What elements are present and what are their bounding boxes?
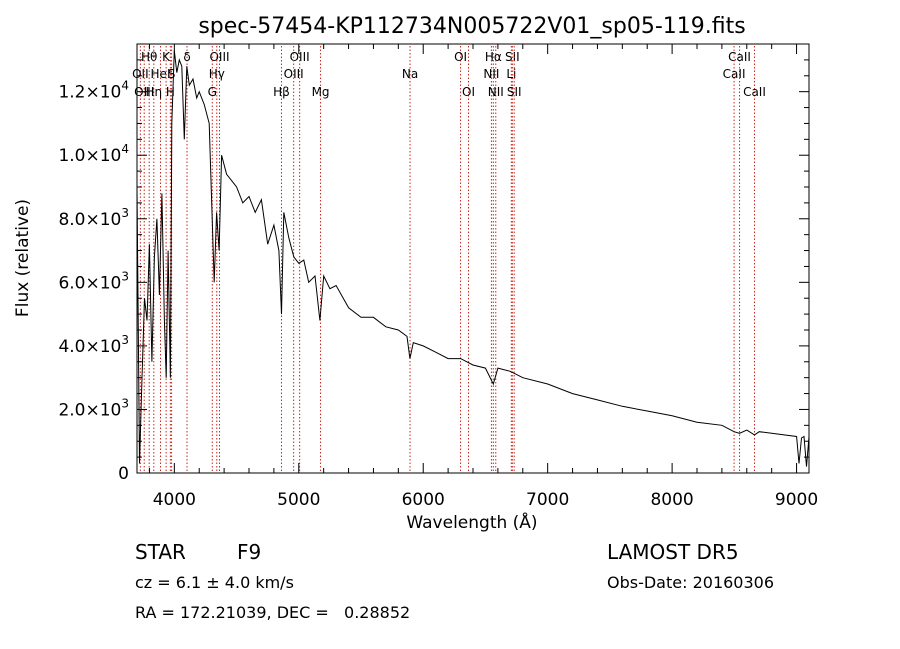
y-tick-mantissa: 0 <box>118 464 129 484</box>
y-tick-label: 2.0×103 <box>58 396 129 420</box>
y-tick-mantissa: 8.0×10 <box>58 210 121 230</box>
y-tick-exponent: 3 <box>121 269 129 283</box>
y-tick-label: 1.2×104 <box>58 79 129 103</box>
x-axis-label: Wavelength (Å) <box>406 511 537 533</box>
spectral-line-label: NII <box>483 67 499 81</box>
y-tick-label: 0 <box>118 464 129 484</box>
spectral-line-label: OI <box>454 50 467 64</box>
spectral-line-label: HeI <box>151 67 171 81</box>
y-tick-exponent: 4 <box>121 79 129 93</box>
spectral-line-label: Li <box>506 67 516 81</box>
y-tick-mantissa: 2.0×10 <box>58 400 121 420</box>
spectral-line-label: K <box>162 50 171 64</box>
spectral-line-label: Mg <box>312 85 330 99</box>
y-axis-label: Flux (relative) <box>13 199 33 317</box>
x-tick-label: 4000 <box>153 490 196 510</box>
spectral-line-label: S <box>168 67 176 81</box>
chart-title: spec-57454-KP112734N005722V01_sp05-119.f… <box>198 14 745 39</box>
spectral-line-label: OIII <box>290 50 310 64</box>
redshift-velocity: cz = 6.1 ± 4.0 km/s <box>135 573 294 592</box>
spectral-line-label: OIII <box>209 50 229 64</box>
y-axis-ticks: 02.0×1034.0×1036.0×1038.0×1031.0×1041.2×… <box>58 59 809 484</box>
y-tick-exponent: 3 <box>121 396 129 410</box>
y-tick-label: 1.0×104 <box>58 142 129 166</box>
plot-frame <box>136 43 810 474</box>
object-class: STAR <box>135 540 186 564</box>
spectral-line-label: Na <box>402 67 418 81</box>
spectral-line-label: Hβ <box>273 85 290 99</box>
x-tick-label: 6000 <box>402 490 445 510</box>
spectral-line-label: G <box>208 85 217 99</box>
spectral-line-label: OIII <box>284 67 304 81</box>
spectral-line-label: Hα <box>485 50 502 64</box>
spectrum-line <box>136 50 810 467</box>
x-tick-label: 9000 <box>775 490 818 510</box>
spectral-line-label: δ <box>183 50 190 64</box>
x-axis-ticks: 4000 5000 6000 7000 8000 9000 <box>148 44 818 510</box>
coordinates: RA = 172.21039, DEC = 0.28852 <box>135 603 411 622</box>
spectral-line-label: SII <box>507 85 522 99</box>
x-tick-label: 7000 <box>526 490 569 510</box>
spectral-line-label: CaII <box>743 85 766 99</box>
y-tick-mantissa: 4.0×10 <box>58 337 121 357</box>
y-tick-mantissa: 6.0×10 <box>58 273 121 293</box>
spectral-line-label: CaII <box>728 50 751 64</box>
y-tick-mantissa: 1.0×10 <box>58 146 121 166</box>
spectral-line-label: Hη <box>145 85 162 99</box>
y-tick-label: 4.0×103 <box>58 333 129 357</box>
y-tick-mantissa: 1.2×10 <box>58 83 121 103</box>
spectral-line-label: OI <box>462 85 475 99</box>
spectral-line-label: Hγ <box>209 67 225 81</box>
y-tick-exponent: 3 <box>121 333 129 347</box>
spectral-line-label: NII <box>488 85 504 99</box>
y-tick-label: 6.0×103 <box>58 269 129 293</box>
spectral-line-label: SII <box>505 50 520 64</box>
survey-name: LAMOST DR5 <box>607 540 739 564</box>
x-tick-label: 8000 <box>650 490 693 510</box>
spectral-line-label: CaII <box>723 67 746 81</box>
spectral-line-label: Hθ <box>141 50 157 64</box>
observation-date: Obs-Date: 20160306 <box>607 573 775 592</box>
x-tick-label: 5000 <box>277 490 320 510</box>
y-tick-label: 8.0×103 <box>58 206 129 230</box>
y-tick-exponent: 4 <box>121 142 129 156</box>
spectral-line-label: OII <box>132 67 149 81</box>
spectral-line-label: H <box>166 85 175 99</box>
y-tick-exponent: 3 <box>121 206 129 220</box>
object-subclass: F9 <box>237 540 262 564</box>
